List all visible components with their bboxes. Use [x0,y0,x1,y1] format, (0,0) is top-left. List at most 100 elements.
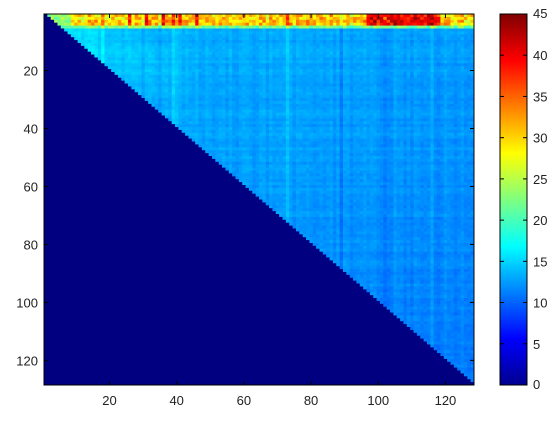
heatmap-cell [175,19,179,24]
heatmap-cell [437,42,441,47]
heatmap-cell [211,115,216,119]
heatmap-cell [208,48,213,53]
heatmap-cell [379,115,384,119]
heatmap-cell [158,86,162,90]
heatmap-cell [379,150,384,154]
heatmap-cell [332,66,337,70]
heatmap-cell [211,92,216,96]
heatmap-cell [252,138,256,142]
heatmap-cell [353,14,357,18]
heatmap-cell [242,118,246,122]
heatmap-cell [329,115,334,119]
heatmap-cell [383,28,388,32]
heatmap-cell [245,54,250,58]
heatmap-cell [420,54,424,58]
heatmap-cell [255,129,260,134]
heatmap-cell [201,129,206,134]
heatmap-cell [295,144,300,148]
heatmap-cell [181,86,186,90]
heatmap-cell [80,16,85,21]
heatmap-cell [356,141,361,145]
heatmap-cell [302,25,307,29]
heatmap-cell [403,86,408,90]
heatmap-cell [222,14,226,18]
heatmap-cell [406,103,411,108]
heatmap-cell [416,127,421,131]
heatmap-cell [423,106,428,110]
heatmap-cell [252,51,256,55]
heatmap-cell [282,19,287,24]
heatmap-cell [396,63,401,67]
heatmap-cell [416,60,421,64]
heatmap-cell [373,83,377,87]
heatmap-cell [60,25,65,29]
heatmap-cell [228,14,233,18]
heatmap-cell [299,92,304,96]
heatmap-cell [289,37,293,41]
heatmap-cell [326,48,330,53]
heatmap-cell [437,80,441,84]
heatmap-cell [396,121,401,125]
heatmap-cell [437,132,441,137]
heatmap-cell [437,77,441,82]
heatmap-cell [433,98,438,102]
heatmap-cell [131,19,136,24]
heatmap-cell [450,28,455,32]
heatmap-cell [154,19,159,24]
heatmap-cell [222,138,226,142]
heatmap-cell [309,22,314,26]
heatmap-cell [158,31,162,35]
heatmap-cell [161,51,166,55]
heatmap-cell [440,86,445,90]
heatmap-cell [107,28,112,32]
heatmap-cell [101,28,105,32]
heatmap-cell [400,115,404,119]
heatmap-cell [252,37,256,41]
heatmap-cell [154,74,159,79]
heatmap-cell [161,19,166,24]
heatmap-cell [195,121,199,125]
heatmap-cell [279,57,283,61]
heatmap-cell [218,37,223,41]
heatmap-cell [279,83,283,87]
heatmap-cell [178,89,183,93]
heatmap-cell [440,45,445,50]
heatmap-cell [339,25,344,29]
heatmap-cell [413,141,418,145]
heatmap-cell [185,69,189,73]
heatmap-cell [259,42,263,47]
heatmap-cell [269,71,273,76]
heatmap-cell [222,115,226,119]
heatmap-cell [373,80,377,84]
heatmap-cell [262,135,267,139]
heatmap-cell [80,42,85,47]
heatmap-cell [262,89,267,93]
heatmap-cell [302,74,307,79]
heatmap-cell [457,25,461,29]
heatmap-cell [423,37,428,41]
heatmap-cell [235,42,240,47]
heatmap-cell [188,42,193,47]
heatmap-cell [393,60,398,64]
heatmap-cell [279,51,283,55]
heatmap-cell [447,124,451,128]
heatmap-cell [259,16,263,21]
heatmap-cell [373,147,377,151]
heatmap-cell [198,124,203,128]
heatmap-cell [376,132,381,137]
heatmap-cell [366,98,371,102]
heatmap-cell [353,48,357,53]
heatmap-cell [181,54,186,58]
heatmap-cell [302,83,307,87]
heatmap-cell [342,115,347,119]
heatmap-cell [416,37,421,41]
heatmap-cell [225,147,230,151]
heatmap-cell [148,19,152,24]
heatmap-cell [232,63,236,67]
heatmap-cell [285,100,290,105]
heatmap-cell [218,86,223,90]
heatmap-cell [463,121,468,125]
heatmap-cell [346,118,351,122]
heatmap-cell [272,92,277,96]
heatmap-cell [225,45,230,50]
